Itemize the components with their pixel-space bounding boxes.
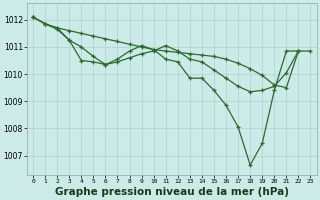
X-axis label: Graphe pression niveau de la mer (hPa): Graphe pression niveau de la mer (hPa) — [55, 187, 289, 197]
